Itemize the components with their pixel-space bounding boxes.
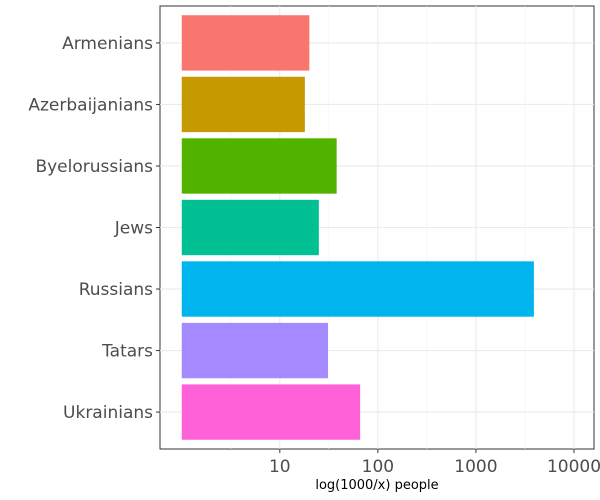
x-tick-label: 10 <box>269 457 291 477</box>
y-tick-label: Armenians <box>62 34 153 54</box>
y-tick-label: Russians <box>79 280 153 300</box>
bar-byelorussians <box>181 138 337 194</box>
bar-armenians <box>181 15 310 71</box>
y-axis: Ukrainians Tatars Russians Jews Byelorussian… <box>28 34 160 423</box>
bars <box>181 15 534 440</box>
y-tick-label: Azerbaijanians <box>28 95 153 115</box>
y-tick-label: Tatars <box>101 342 153 362</box>
bar-ukrainians <box>181 384 361 440</box>
y-tick-label: Jews <box>114 219 153 239</box>
x-tick-label: 100 <box>362 457 394 477</box>
bar-russians <box>181 261 534 317</box>
x-axis-title: log(1000/x) people <box>315 478 438 493</box>
bar-azerbaijanians <box>181 76 305 133</box>
bar-jews <box>181 199 319 256</box>
x-tick-label: 1000 <box>454 457 497 477</box>
x-tick-label: 10000 <box>547 457 600 477</box>
bar-tatars <box>181 322 328 379</box>
x-axis: 10 100 1000 10000 <box>269 449 600 477</box>
y-tick-label: Ukrainians <box>63 403 153 423</box>
y-tick-label: Byelorussians <box>35 157 153 177</box>
